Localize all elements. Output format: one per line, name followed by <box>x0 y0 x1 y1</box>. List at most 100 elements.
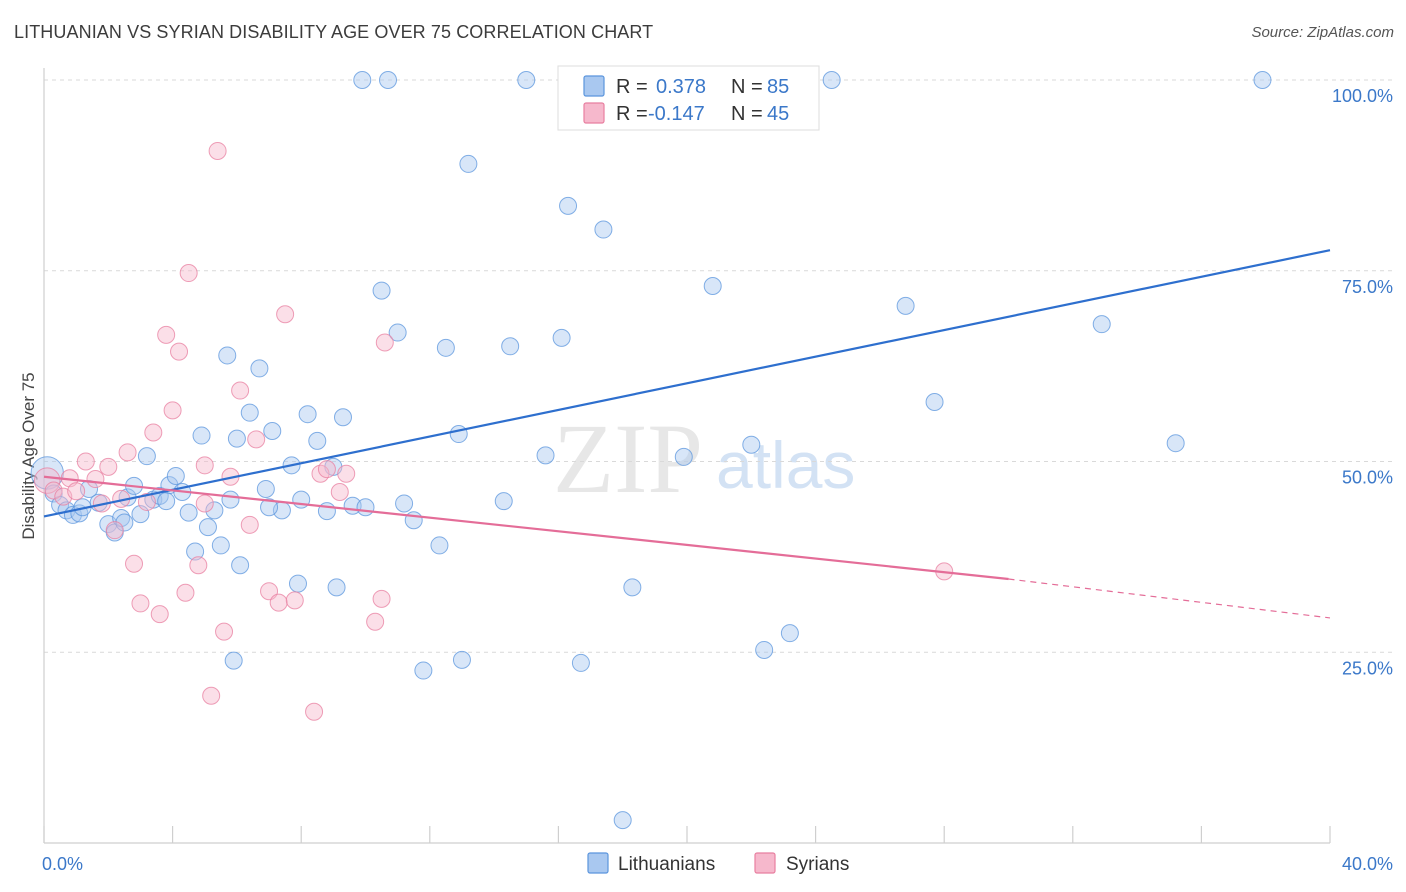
data-point-lithuanians <box>430 536 449 555</box>
data-point-syrians <box>375 333 394 352</box>
trend-line-syrians <box>43 475 1009 581</box>
data-point-lithuanians <box>298 405 317 424</box>
data-point-lithuanians <box>780 624 799 643</box>
data-point-syrians <box>137 492 156 511</box>
data-point-syrians <box>86 470 105 489</box>
legend-swatch-syrians <box>754 852 776 874</box>
legend-n-value: 85 <box>767 76 789 98</box>
data-point-syrians <box>208 141 227 160</box>
data-point-syrians <box>247 430 266 449</box>
data-point-syrians <box>317 460 336 479</box>
data-point-syrians <box>366 612 385 631</box>
data-point-syrians <box>67 482 86 501</box>
data-point-syrians <box>189 556 208 575</box>
y-tick-label: 75.0% <box>1342 277 1393 297</box>
data-point-syrians <box>215 622 234 641</box>
data-point-syrians <box>125 554 144 573</box>
data-point-syrians <box>202 686 221 705</box>
data-point-lithuanians <box>517 71 536 89</box>
data-point-lithuanians <box>674 447 693 466</box>
data-point-lithuanians <box>218 346 237 365</box>
data-point-lithuanians <box>250 359 269 378</box>
legend-r-label: R = <box>616 103 648 125</box>
legend-label-lithuanians: Lithuanians <box>618 854 715 875</box>
legend-n-label: N = <box>731 103 763 125</box>
data-point-syrians <box>144 423 163 442</box>
data-point-syrians <box>44 481 63 500</box>
data-point-lithuanians <box>1166 434 1185 453</box>
data-point-lithuanians <box>449 425 468 444</box>
data-point-syrians <box>231 381 250 400</box>
source-credit: Source: ZipAtlas.com <box>1251 24 1394 41</box>
data-point-lithuanians <box>137 447 156 466</box>
data-point-syrians <box>276 305 295 324</box>
series-legend: Lithuanians Syrians <box>587 852 849 875</box>
data-point-lithuanians <box>896 296 915 315</box>
data-point-syrians <box>240 515 259 534</box>
data-point-syrians <box>33 467 61 494</box>
data-point-lithuanians <box>333 408 352 427</box>
data-point-lithuanians <box>353 71 372 89</box>
data-point-syrians <box>157 325 176 344</box>
data-point-lithuanians <box>459 154 478 173</box>
data-point-lithuanians <box>594 220 613 239</box>
data-point-lithuanians <box>822 71 841 89</box>
tick-labels: 25.0% 50.0% 75.0% 100.0% 0.0% 40.0% <box>42 86 1393 874</box>
data-point-lithuanians <box>205 501 224 520</box>
data-point-lithuanians <box>571 653 590 672</box>
data-point-lithuanians <box>388 323 407 342</box>
watermark-zip: ZIP <box>553 403 703 514</box>
data-point-lithuanians <box>414 661 433 680</box>
data-point-syrians <box>285 591 304 610</box>
data-point-lithuanians <box>198 518 217 537</box>
y-tick-label: 25.0% <box>1342 658 1393 678</box>
trend-line-extension-syrians <box>1008 578 1331 619</box>
data-point-lithuanians <box>703 277 722 296</box>
data-point-syrians <box>195 494 214 513</box>
data-point-syrians <box>179 264 198 283</box>
data-point-syrians <box>311 464 330 483</box>
data-point-lithuanians <box>227 429 246 448</box>
data-point-syrians <box>163 401 182 420</box>
data-point-syrians <box>337 464 356 483</box>
data-point-lithuanians <box>742 435 761 454</box>
data-point-syrians <box>118 443 137 462</box>
data-point-lithuanians <box>623 578 642 597</box>
data-point-syrians <box>150 605 169 624</box>
legend-swatch-lithuanians <box>583 75 605 97</box>
data-point-lithuanians <box>256 479 275 498</box>
data-point-lithuanians <box>536 446 555 465</box>
data-point-lithuanians <box>211 536 230 555</box>
trend-lines <box>43 249 1331 619</box>
data-point-lithuanians <box>379 71 398 89</box>
data-point-syrians <box>330 483 349 502</box>
data-point-syrians <box>131 594 150 613</box>
correlation-legend: R = 0.378 N = 85 R = -0.147 N = 45 <box>557 65 820 131</box>
x-tick-label: 40.0% <box>1342 854 1393 874</box>
data-point-lithuanians <box>186 542 205 561</box>
data-point-lithuanians <box>179 503 198 522</box>
data-point-lithuanians <box>263 421 282 440</box>
trend-line-lithuanians <box>43 249 1331 518</box>
x-tick-label: 0.0% <box>42 854 83 874</box>
legend-label-syrians: Syrians <box>786 854 849 875</box>
legend-r-value: -0.147 <box>648 103 705 125</box>
data-point-lithuanians <box>192 426 211 445</box>
data-point-lithuanians <box>925 392 944 411</box>
legend-r-label: R = <box>616 76 648 98</box>
data-point-lithuanians <box>452 650 471 669</box>
data-point-syrians <box>372 589 391 608</box>
data-point-lithuanians <box>240 403 259 422</box>
legend-n-value: 45 <box>767 103 789 125</box>
data-point-lithuanians <box>395 494 414 513</box>
data-point-lithuanians <box>372 281 391 300</box>
data-point-lithuanians <box>1092 315 1111 334</box>
legend-r-value: 0.378 <box>656 76 706 98</box>
data-point-syrians <box>76 452 95 471</box>
data-point-syrians <box>269 593 288 612</box>
legend-swatch-syrians <box>583 102 605 124</box>
data-point-lithuanians <box>494 492 513 511</box>
watermark-atlas: atlas <box>716 428 855 502</box>
data-point-lithuanians <box>327 578 346 597</box>
